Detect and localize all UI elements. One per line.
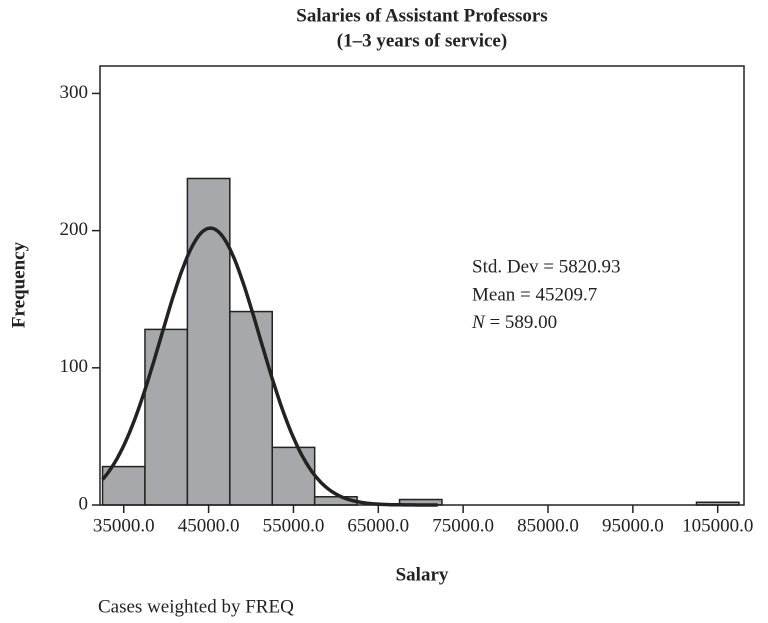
plot-frame — [99, 65, 745, 506]
x-tick-label: 35000.0 — [93, 515, 155, 536]
x-tick-label: 105000.0 — [682, 515, 753, 536]
annotation: Mean = 45209.7 — [472, 284, 597, 305]
annotation-text: = 589.00 — [485, 312, 557, 333]
x-tick-label: 85000.0 — [517, 515, 579, 536]
x-tick-label: 65000.0 — [347, 515, 409, 536]
y-tick-label: 200 — [60, 219, 89, 240]
annotation: Std. Dev = 5820.93 — [472, 256, 620, 277]
x-tick-label: 45000.0 — [178, 515, 240, 536]
bar — [144, 328, 189, 506]
bar — [271, 446, 316, 506]
footnote: Cases weighted by FREQ — [98, 596, 294, 617]
chart-subtitle: (1–3 years of service) — [337, 30, 507, 51]
y-axis-label: Frequency — [8, 241, 29, 328]
x-tick-label: 75000.0 — [432, 515, 494, 536]
chart-title: Salaries of Assistant Professors — [296, 5, 547, 26]
y-tick-label: 0 — [79, 493, 89, 514]
y-tick-label: 100 — [60, 356, 89, 377]
annotation-symbol: N — [471, 312, 486, 333]
bar — [229, 310, 273, 506]
annotation: N = 589.00 — [471, 312, 557, 333]
y-tick-label: 300 — [60, 82, 89, 103]
x-tick-label: 55000.0 — [263, 515, 325, 536]
x-axis-label: Salary — [396, 564, 449, 585]
x-tick-label: 95000.0 — [602, 515, 664, 536]
